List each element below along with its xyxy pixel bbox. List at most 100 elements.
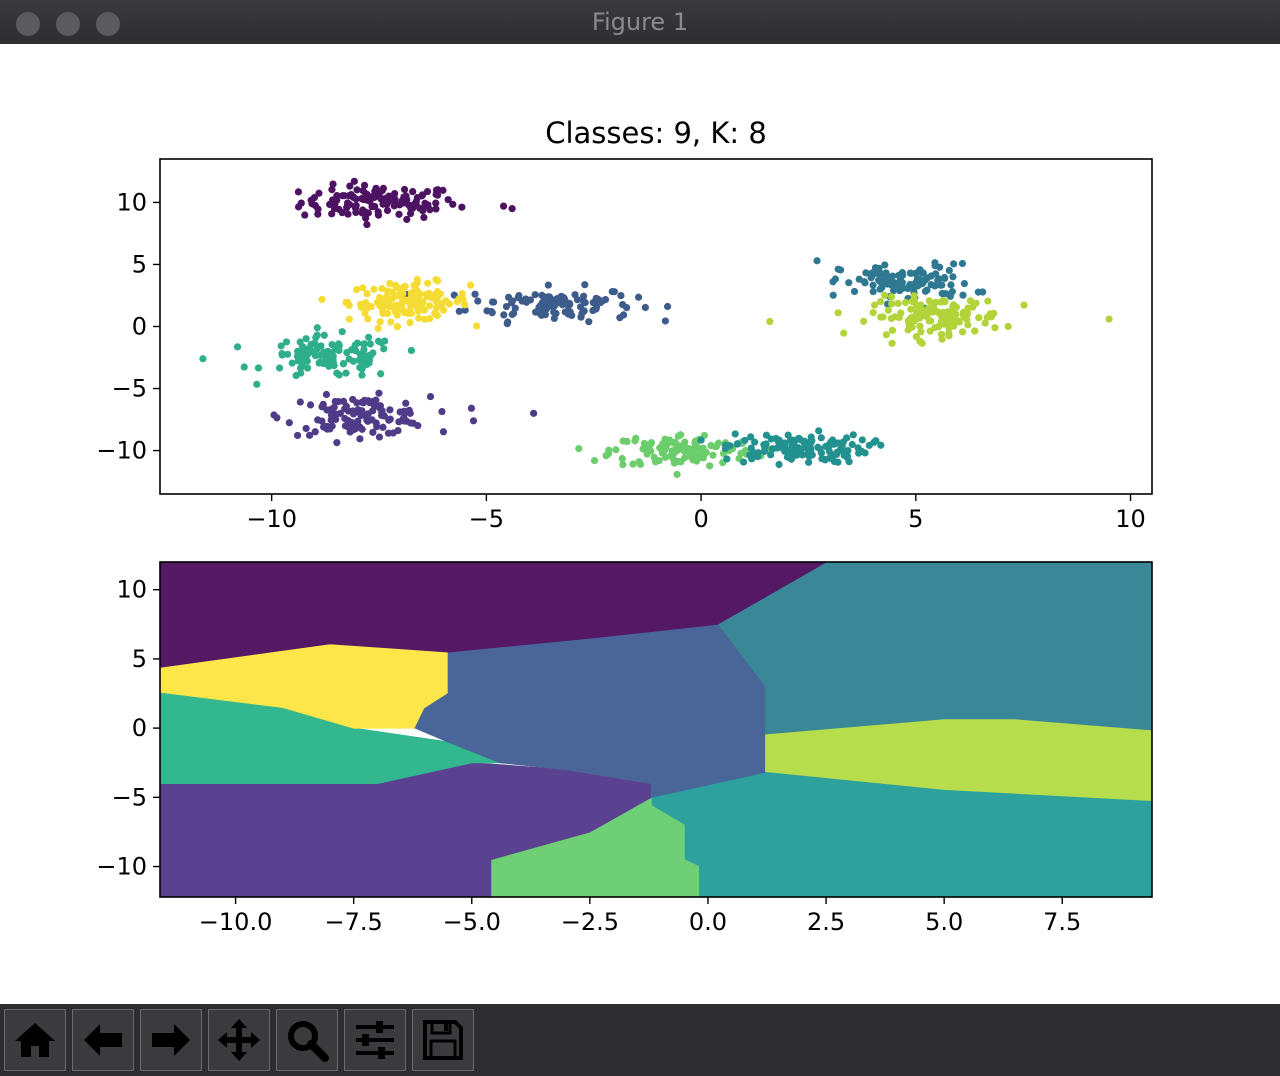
scatter-point <box>908 313 917 321</box>
x-tick-label: 5 <box>908 505 923 533</box>
navigation-toolbar <box>0 1004 1280 1076</box>
scatter-point <box>328 360 337 368</box>
scatter-point <box>503 320 511 328</box>
save-button[interactable] <box>412 1009 474 1071</box>
scatter-point <box>947 281 955 289</box>
scatter-point <box>352 286 361 294</box>
scatter-point <box>313 324 321 332</box>
forward-button[interactable] <box>140 1009 202 1071</box>
scatter-point <box>663 440 671 448</box>
scatter-point <box>958 328 967 336</box>
scatter-point <box>917 301 925 309</box>
x-tick-label: −7.5 <box>325 908 383 936</box>
scatter-point <box>774 438 783 446</box>
scatter-point <box>338 328 346 336</box>
scatter-point <box>365 333 373 341</box>
scatter-point <box>499 202 508 210</box>
scatter-point <box>343 348 351 357</box>
scatter-point <box>380 345 388 353</box>
scatter-point <box>455 307 463 315</box>
scatter-point <box>508 310 516 319</box>
scatter-point <box>358 365 366 373</box>
zoom-button[interactable] <box>276 1009 338 1071</box>
scatter-point <box>636 460 645 468</box>
scatter-point <box>444 196 452 204</box>
scatter-point <box>314 210 322 218</box>
scatter-point <box>888 300 896 308</box>
scatter-point <box>674 457 682 466</box>
x-tick-label: −5 <box>469 505 504 533</box>
scatter-point <box>673 470 681 478</box>
scatter-point <box>346 428 354 436</box>
scatter-point <box>888 326 897 334</box>
scatter-point <box>356 435 364 443</box>
scatter-point <box>508 299 516 307</box>
scatter-point <box>842 434 851 442</box>
scatter-point <box>363 220 371 229</box>
scatter-point <box>374 211 383 219</box>
scatter-point <box>945 332 953 340</box>
scatter-point <box>894 299 902 308</box>
scatter-point <box>371 202 379 211</box>
scatter-point <box>623 437 631 446</box>
decision-regions <box>160 562 1152 897</box>
scatter-point <box>531 308 540 316</box>
scatter-point <box>931 324 939 332</box>
scatter-point <box>960 279 968 288</box>
scatter-point <box>869 281 877 289</box>
scatter-point <box>335 371 343 379</box>
scatter-point <box>406 209 415 218</box>
back-button[interactable] <box>72 1009 134 1071</box>
scatter-point <box>959 291 967 299</box>
scatter-point <box>916 337 924 346</box>
scatter-point <box>296 338 304 346</box>
scatter-point <box>303 357 311 365</box>
scatter-point <box>634 293 643 301</box>
scatter-point <box>329 180 337 188</box>
scatter-point <box>553 295 561 303</box>
scatter-point <box>360 346 368 354</box>
scatter-point <box>406 419 415 427</box>
scatter-point <box>344 210 352 218</box>
scatter-point <box>412 197 420 206</box>
scatter-point <box>975 314 983 322</box>
scatter-point <box>409 188 417 196</box>
x-tick-label: −5.0 <box>443 908 501 936</box>
scatter-point <box>327 411 336 419</box>
figure-svg: Classes: 9, K: 8 −10 −5 0 5 10 10 5 0 −5 −10 −10.0… <box>96 116 1153 936</box>
scatter-point <box>938 289 946 298</box>
scatter-point <box>577 313 585 321</box>
scatter-point <box>781 441 789 449</box>
scatter-point <box>934 276 942 284</box>
zoom-window-icon[interactable] <box>96 12 120 36</box>
x-tick-label: 5.0 <box>925 908 963 936</box>
home-icon <box>15 1023 55 1057</box>
y-tick-label: −10 <box>96 853 147 881</box>
scatter-point <box>374 324 382 333</box>
minimize-window-icon[interactable] <box>56 12 80 36</box>
scatter-point <box>502 302 511 311</box>
configure-button[interactable] <box>344 1009 406 1071</box>
home-button[interactable] <box>4 1009 66 1071</box>
scatter-point <box>530 409 538 417</box>
scatter-point <box>359 340 368 348</box>
scatter-point <box>313 331 321 339</box>
pan-button[interactable] <box>208 1009 270 1071</box>
scatter-point <box>432 205 440 213</box>
x-tick-label: −10 <box>246 505 297 533</box>
scatter-point <box>415 314 423 322</box>
close-window-icon[interactable] <box>16 12 40 36</box>
scatter-point <box>346 182 354 190</box>
scatter-point <box>352 201 360 210</box>
scatter-point <box>254 364 263 372</box>
scatter-point <box>898 269 906 277</box>
scatter-point <box>326 200 334 209</box>
scatter-point <box>393 284 402 292</box>
scatter-point <box>317 342 325 350</box>
scatter-point <box>766 317 774 326</box>
scatter-point <box>747 433 755 441</box>
scatter-point <box>421 315 429 323</box>
scatter-point <box>840 329 848 337</box>
scatter-point <box>834 309 842 317</box>
scatter-point <box>395 210 403 218</box>
